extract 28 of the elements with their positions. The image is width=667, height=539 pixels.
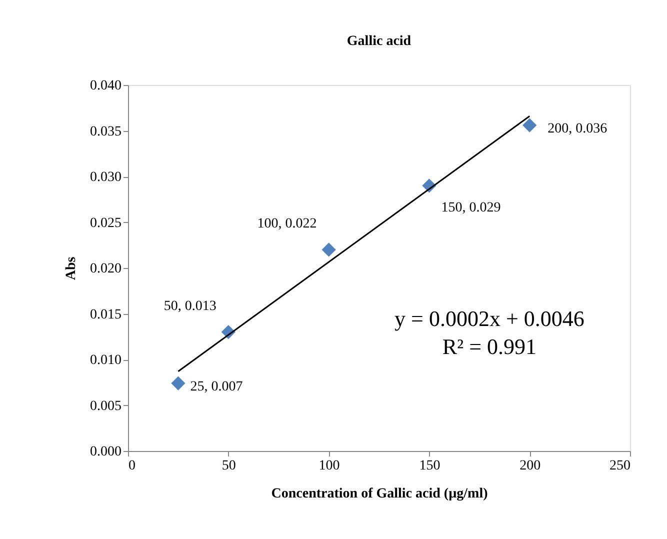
x-tick-label: 50 <box>222 458 236 474</box>
data-label: 100, 0.022 <box>257 216 317 232</box>
y-tick-label: 0.010 <box>90 353 122 368</box>
y-tick-label: 0.035 <box>90 124 122 140</box>
y-tick-label: 0.015 <box>90 307 122 322</box>
chart-title: Gallic acid <box>346 34 412 49</box>
x-tick-label: 250 <box>610 458 630 474</box>
data-label: 200, 0.036 <box>548 121 608 136</box>
data-label: 25, 0.007 <box>190 379 243 394</box>
data-label: 50, 0.013 <box>164 299 216 314</box>
x-tick-label: 200 <box>520 458 541 474</box>
point <box>322 242 336 257</box>
point <box>522 118 537 132</box>
x-tick-label: 0 <box>128 458 136 474</box>
x-axis-title: Concentration of Gallic acid (µg/ml) <box>271 486 488 502</box>
annotation: y = 0.0002x + 0.0046 <box>394 306 584 332</box>
x-tick-label: 150 <box>419 458 440 474</box>
annotation: R² = 0.991 <box>442 334 537 360</box>
data-label: 150, 0.029 <box>441 200 501 216</box>
y-tick-label: 0.020 <box>90 262 122 276</box>
point <box>171 376 186 390</box>
y-tick-label: 0.030 <box>90 170 122 185</box>
x-tick-label: 100 <box>318 458 340 474</box>
y-tick-label: 0.025 <box>90 216 122 231</box>
y-tick-label: 0.000 <box>90 444 122 460</box>
y-tick-label: 0.005 <box>90 398 122 414</box>
y-tick-label: 0.040 <box>90 78 122 94</box>
y-axis-title: Abs <box>64 256 79 280</box>
